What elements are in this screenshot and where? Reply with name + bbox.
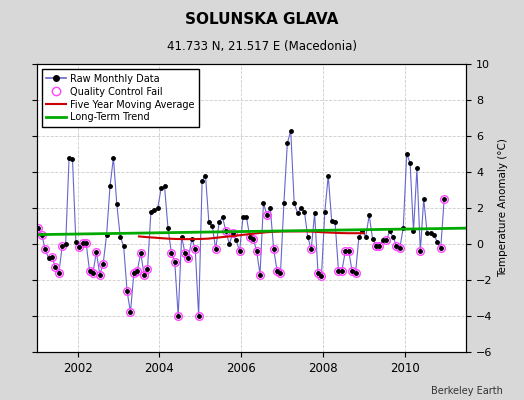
Legend: Raw Monthly Data, Quality Control Fail, Five Year Moving Average, Long-Term Tren: Raw Monthly Data, Quality Control Fail, … xyxy=(41,69,199,127)
Text: 41.733 N, 21.517 E (Macedonia): 41.733 N, 21.517 E (Macedonia) xyxy=(167,40,357,53)
Y-axis label: Temperature Anomaly (°C): Temperature Anomaly (°C) xyxy=(498,138,508,278)
Text: SOLUNSKA GLAVA: SOLUNSKA GLAVA xyxy=(185,12,339,27)
Text: Berkeley Earth: Berkeley Earth xyxy=(431,386,503,396)
